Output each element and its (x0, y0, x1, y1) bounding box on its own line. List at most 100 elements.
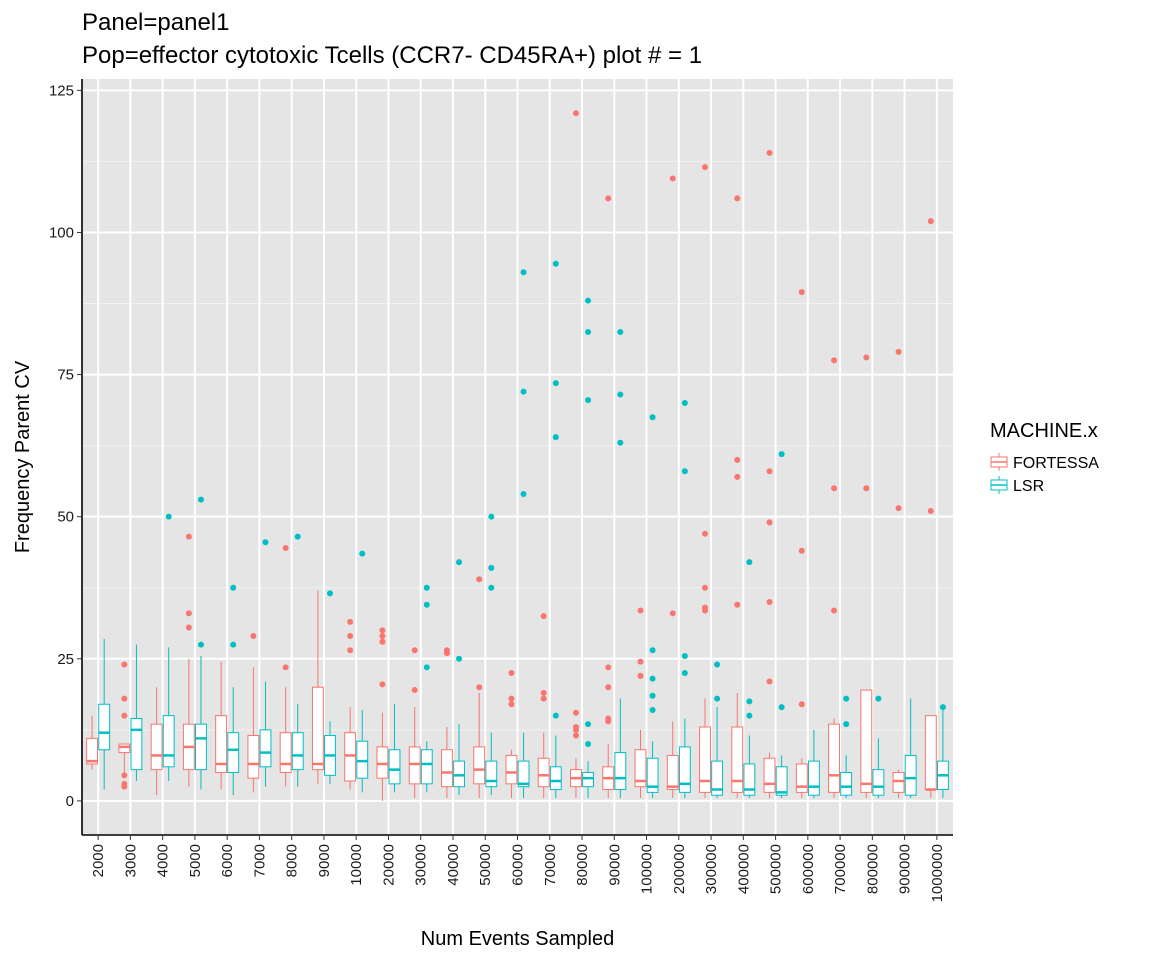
outlier-point (649, 675, 656, 682)
box-lsr-90000 (614, 328, 627, 799)
box-lsr-800000 (872, 695, 885, 799)
legend-label: FORTESSA (1013, 455, 1099, 472)
box-lsr-300000 (711, 661, 724, 799)
outlier-point (649, 706, 656, 713)
outlier-point (778, 704, 785, 711)
box-lsr-8000 (291, 533, 304, 787)
x-tick-label: 3000 (122, 844, 139, 877)
outlier-point (282, 664, 289, 671)
box-iqr (646, 757, 659, 793)
box-iqr (678, 746, 691, 793)
outlier-point (476, 576, 483, 583)
x-tick-label: 6000 (219, 844, 236, 877)
box-lsr-200000 (678, 400, 691, 799)
x-tick-label: 5000 (187, 844, 204, 877)
box-fortessa-90000 (602, 195, 615, 799)
box-iqr (537, 757, 550, 788)
legend-label: LSR (1013, 478, 1044, 495)
outlier-point (230, 641, 237, 648)
outlier-point (863, 485, 870, 492)
x-tick-label: 7000 (251, 844, 268, 877)
box-iqr (892, 771, 905, 793)
outlier-point (766, 678, 773, 685)
box-lsr-700000 (840, 695, 853, 799)
outlier-point (798, 547, 805, 554)
outlier-point (637, 607, 644, 614)
outlier-point (540, 613, 547, 620)
outlier-point (552, 260, 559, 267)
outlier-point (702, 164, 709, 171)
x-tick-label: 500000 (768, 844, 785, 894)
chart-subtitle: Pop=effector cytotoxic Tcells (CCR7- CD4… (82, 42, 702, 69)
legend: MACHINE.x FORTESSA LSR (990, 420, 1099, 495)
box-iqr (311, 686, 324, 771)
outlier-point (843, 695, 850, 702)
outlier-point (863, 354, 870, 361)
box-fortessa-2000 (86, 715, 99, 770)
box-lsr-2000 (98, 638, 111, 790)
box-iqr (130, 717, 143, 771)
outlier-point (939, 704, 946, 711)
outlier-point (456, 559, 463, 566)
outlier-point (552, 712, 559, 719)
outlier-point (359, 550, 366, 557)
box-iqr (453, 760, 465, 788)
x-tick-label: 40000 (445, 844, 462, 886)
box-iqr (376, 746, 389, 779)
outlier-point (585, 741, 592, 748)
box-iqr (247, 735, 260, 779)
outlier-point (702, 607, 709, 614)
y-tick-label: 0 (66, 793, 74, 810)
outlier-point (637, 672, 644, 679)
outlier-point (443, 650, 450, 657)
box-lsr-100000 (646, 414, 659, 799)
outlier-point (798, 289, 805, 296)
outlier-point (423, 584, 430, 591)
outlier-point (746, 698, 753, 705)
outlier-point (520, 490, 527, 497)
outlier-point (552, 434, 559, 441)
outlier-point (121, 661, 128, 668)
y-axis-title: Frequency Parent CV (12, 360, 34, 553)
box-iqr (505, 754, 518, 785)
box-iqr (150, 723, 163, 771)
x-tick-label: 400000 (735, 844, 752, 894)
box-lsr-500000 (775, 451, 788, 799)
outlier-point (831, 357, 838, 364)
outlier-point (294, 533, 301, 540)
outlier-point (347, 618, 354, 625)
box-fortessa-1000000 (924, 218, 937, 799)
box-fortessa-5000 (182, 533, 195, 787)
box-iqr (699, 726, 711, 793)
x-tick-label: 9000 (316, 844, 333, 877)
legend-item-fortessa: FORTESSA (990, 453, 1099, 472)
outlier-point (617, 391, 624, 398)
x-tick-label: 700000 (832, 844, 849, 894)
outlier-point (262, 539, 269, 546)
x-tick-label: 4000 (155, 844, 172, 877)
x-tick-label: 2000 (90, 844, 107, 877)
x-axis-title: Num Events Sampled (421, 928, 614, 950)
box-lsr-30000 (420, 584, 433, 793)
outlier-point (617, 439, 624, 446)
outlier-point (605, 684, 612, 691)
box-lsr-6000 (227, 584, 240, 796)
box-fortessa-60000 (505, 670, 518, 799)
box-iqr (860, 689, 873, 793)
x-tick-label: 10000 (348, 844, 365, 886)
outlier-point (714, 695, 721, 702)
outlier-point (379, 627, 386, 634)
box-iqr (98, 703, 111, 751)
outlier-point (520, 388, 527, 395)
outlier-point (649, 647, 656, 654)
outlier-point (681, 652, 688, 659)
outlier-point (165, 513, 172, 520)
outlier-point (585, 721, 592, 728)
x-tick-label: 20000 (380, 844, 397, 886)
series-fortessa (86, 110, 937, 801)
outlier-point (766, 598, 773, 605)
outlier-point (476, 684, 483, 691)
outlier-point (702, 530, 709, 537)
box-plot-series (86, 110, 949, 801)
box-lsr-70000 (549, 260, 562, 799)
